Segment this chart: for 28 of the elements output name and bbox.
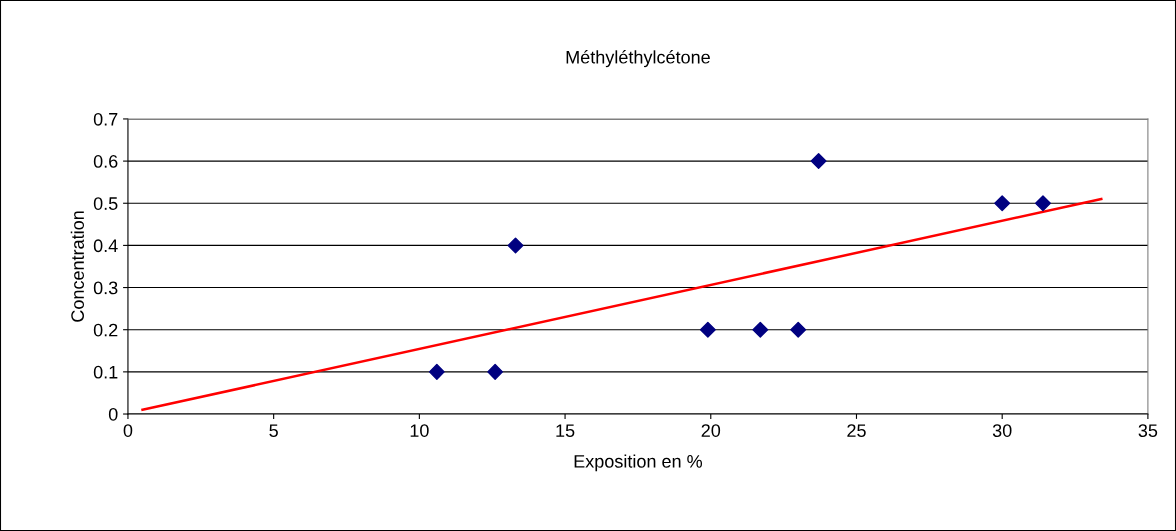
x-tick-label: 20 bbox=[701, 424, 721, 438]
y-tick-label: 0 bbox=[108, 407, 118, 421]
point bbox=[699, 321, 716, 338]
y-tick-label: 0.1 bbox=[93, 365, 118, 379]
x-axis-title: Exposition en % bbox=[574, 454, 703, 472]
x-tick-label: 35 bbox=[1138, 424, 1158, 438]
x-tick-label: 10 bbox=[410, 424, 429, 438]
y-tick-label: 0.7 bbox=[93, 112, 118, 126]
y-axis-title: Concentration bbox=[70, 211, 85, 322]
point bbox=[507, 237, 524, 254]
x-tick-label: 5 bbox=[269, 424, 278, 438]
chart-title: Méthyléthylcétone bbox=[566, 50, 710, 68]
x-tick-label: 15 bbox=[556, 424, 575, 438]
y-tick-label: 0.6 bbox=[93, 155, 118, 168]
point bbox=[810, 153, 827, 170]
y-tick-label: 0.4 bbox=[93, 239, 118, 253]
y-tick-label: 0.3 bbox=[93, 281, 118, 295]
point bbox=[994, 195, 1011, 212]
point bbox=[1035, 195, 1051, 212]
point bbox=[428, 363, 445, 380]
x-tick-label: 0 bbox=[123, 424, 133, 438]
point bbox=[752, 321, 769, 338]
x-tick-label: 25 bbox=[847, 424, 866, 438]
x-tick-label: 30 bbox=[992, 424, 1012, 438]
y-tick-label: 0.5 bbox=[93, 197, 118, 210]
y-tick-label: 0.2 bbox=[93, 323, 118, 337]
point bbox=[790, 321, 807, 338]
point bbox=[487, 363, 504, 380]
